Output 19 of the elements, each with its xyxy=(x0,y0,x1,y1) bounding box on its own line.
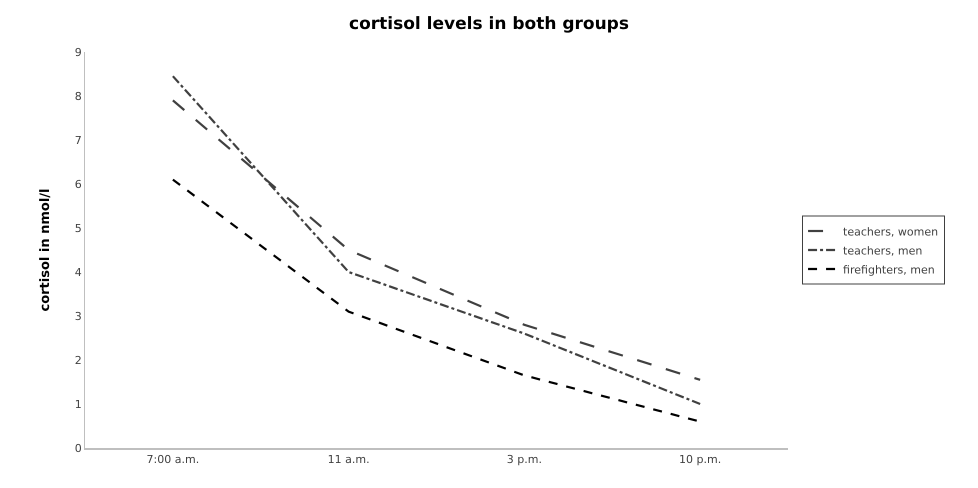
y-axis-title: cortisol in nmol/l xyxy=(38,188,53,312)
y-tick-label: 2 xyxy=(74,354,82,367)
y-tick-label: 3 xyxy=(74,310,82,323)
legend-label: teachers, women xyxy=(843,225,938,238)
y-tick-label: 6 xyxy=(74,178,82,191)
y-tick-label: 8 xyxy=(74,90,82,103)
y-tick-label: 7 xyxy=(74,134,82,147)
y-tick-label: 4 xyxy=(74,266,82,279)
y-tick-label: 1 xyxy=(74,398,82,411)
x-tick-label: 11 a.m. xyxy=(328,452,370,466)
x-tick-label: 3 p.m. xyxy=(506,452,542,466)
y-tick-label: 0 xyxy=(74,442,82,455)
x-tick-label: 10 p.m. xyxy=(679,452,722,466)
x-tick-label: 7:00 a.m. xyxy=(146,452,200,466)
y-tick-label: 9 xyxy=(74,46,82,59)
y-tick-label: 5 xyxy=(74,222,82,235)
legend-label: teachers, men xyxy=(843,244,922,258)
legend-label: firefighters, men xyxy=(843,263,935,276)
chart-title: cortisol levels in both groups xyxy=(349,14,629,34)
